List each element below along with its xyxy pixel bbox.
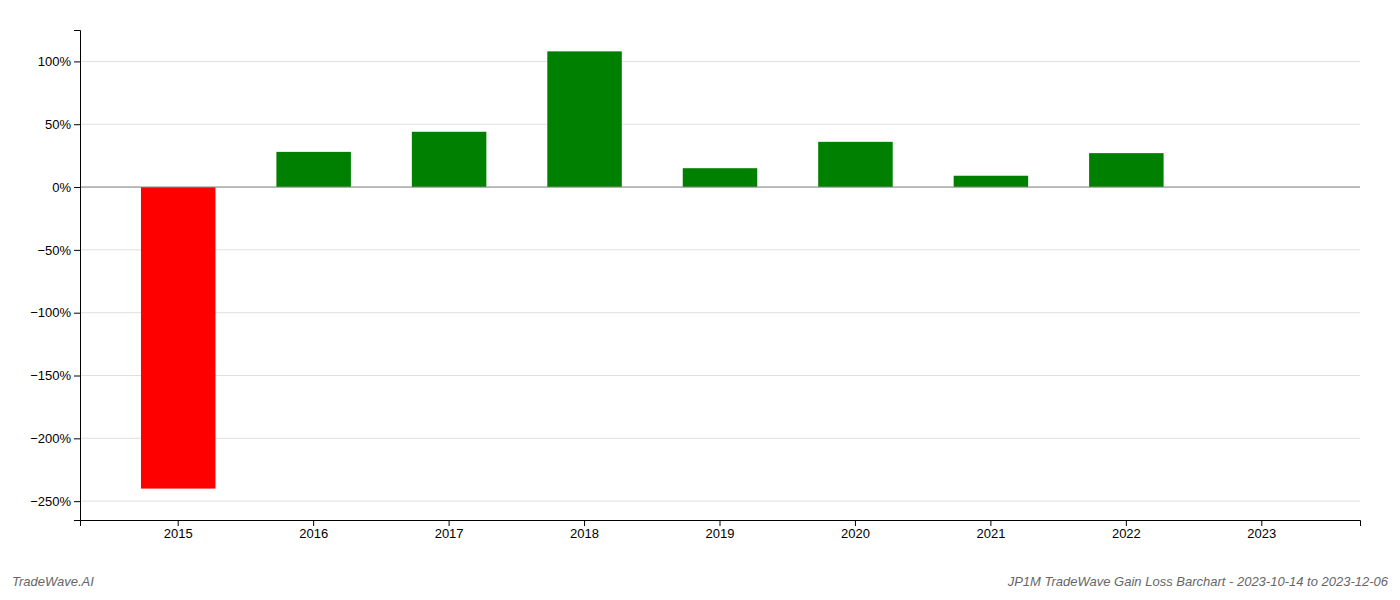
x-tick-mark <box>1126 520 1127 526</box>
bar <box>412 132 486 187</box>
x-tick-mark <box>178 520 179 526</box>
y-tick: −150% <box>30 368 80 383</box>
bar <box>683 168 757 187</box>
chart: −250%−200%−150%−100%−50%0%50%100%2015201… <box>0 0 1400 600</box>
x-tick-mark <box>313 520 314 526</box>
zero-line <box>80 187 1360 188</box>
bar <box>1089 153 1163 187</box>
annotation: TradeWave.AI <box>12 574 94 589</box>
y-tick: 100% <box>38 54 80 69</box>
plot: −250%−200%−150%−100%−50%0%50%100%2015201… <box>30 31 1360 542</box>
y-tick-label: −200% <box>30 431 71 446</box>
y-tick-mark <box>74 250 80 251</box>
x-tick-mark <box>584 520 585 526</box>
y-tick-mark <box>74 376 80 377</box>
y-tick: −200% <box>30 431 80 446</box>
x-tick-label: 2022 <box>1112 526 1141 541</box>
bar <box>818 142 892 187</box>
grid-line <box>80 312 1360 313</box>
title: JP1M TradeWave Gain Loss Barchart - 2023… <box>1007 574 1389 589</box>
grid <box>80 61 1360 501</box>
x-tick: 2023 <box>1247 520 1276 541</box>
bars <box>141 51 1164 488</box>
grid-line <box>80 438 1360 439</box>
x-tick-mark <box>720 520 721 526</box>
x-tick: 2018 <box>570 520 599 541</box>
y-tick-label: 50% <box>45 117 71 132</box>
x-tick-label: 2017 <box>435 526 464 541</box>
x-tick: 2019 <box>706 520 735 541</box>
x-tick-label: 2023 <box>1247 526 1276 541</box>
y-tick: 0% <box>52 180 80 195</box>
y-tick-label: −100% <box>30 305 71 320</box>
x-tick-label: 2021 <box>976 526 1005 541</box>
bar <box>547 51 621 187</box>
x-tick-label: 2018 <box>570 526 599 541</box>
x-tick: 2016 <box>299 520 328 541</box>
x-tick: 2022 <box>1112 520 1141 541</box>
x-tick-mark <box>990 520 991 526</box>
y-tick: −50% <box>37 243 80 258</box>
grid-line <box>80 249 1360 250</box>
y-tick-mark <box>74 501 80 502</box>
x-tick: 2015 <box>164 520 193 541</box>
x-tick: 2021 <box>976 520 1005 541</box>
y-tick-label: −50% <box>37 243 71 258</box>
bar <box>141 187 215 489</box>
y-tick-label: −250% <box>30 494 71 509</box>
bar <box>954 176 1028 187</box>
x-tick: 2020 <box>841 520 870 541</box>
y-tick: 50% <box>45 117 80 132</box>
bar <box>276 152 350 187</box>
y-tick-mark <box>74 313 80 314</box>
grid-line <box>80 61 1360 62</box>
x-tick-label: 2015 <box>164 526 193 541</box>
x-tick-mark <box>449 520 450 526</box>
x-tick-label: 2016 <box>299 526 328 541</box>
x-tick-mark <box>855 520 856 526</box>
x-tick-label: 2020 <box>841 526 870 541</box>
y-tick-mark <box>74 61 80 62</box>
y-tick-mark <box>74 124 80 125</box>
y-tick-label: 100% <box>38 54 72 69</box>
y-axis-line <box>74 31 81 521</box>
grid-line <box>80 375 1360 376</box>
x-axis: 2015 2016 2017 2018 2019 2020 2021 2022 2023 <box>81 520 1361 541</box>
grid-line <box>80 187 1360 188</box>
grid-line <box>80 124 1360 125</box>
y-tick-label: 0% <box>52 180 71 195</box>
y-tick-mark <box>74 438 80 439</box>
x-tick: 2017 <box>435 520 464 541</box>
y-tick: −100% <box>30 305 80 320</box>
x-axis-line <box>81 521 1361 527</box>
grid-line <box>80 501 1360 502</box>
y-tick-label: −150% <box>30 368 71 383</box>
y-tick: −250% <box>30 494 80 509</box>
y-axis: −250% −200% −150% −100% −50% 0% 50% 100% <box>30 31 80 521</box>
x-tick-label: 2019 <box>706 526 735 541</box>
y-tick-mark <box>74 187 80 188</box>
x-tick-mark <box>1261 520 1262 526</box>
